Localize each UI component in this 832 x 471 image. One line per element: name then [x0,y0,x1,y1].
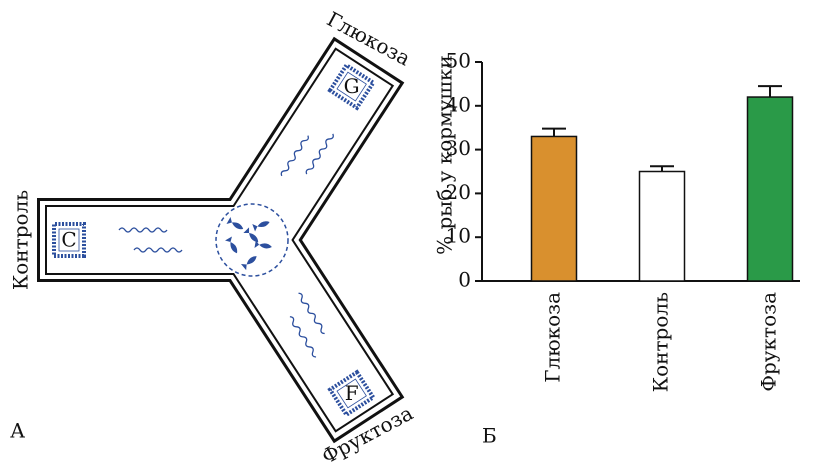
figure: GCF А Б Контроль Глюкоза Фруктоза % рыб … [0,0,832,471]
panel-label: Б [482,424,497,448]
x-tick-label: Глюкоза [541,292,565,383]
panel-label: А [10,419,25,443]
bar [748,97,793,281]
y-maze: G C F [37,37,404,443]
y-tick-label: 10 [446,224,471,248]
y-tick-label: 40 [446,92,471,116]
feeder-letter: F [345,381,359,405]
feeder-letter: C [61,228,76,252]
y-tick-label: 20 [446,180,471,204]
y-tick-label: 50 [446,49,471,73]
maze-body: G C F [37,37,404,443]
x-tick-label: Контроль [649,292,673,392]
arm-label: Контроль [9,190,33,290]
y-tick-label: 0 [458,268,471,292]
x-tick-label: Фруктоза [757,292,781,392]
bar [640,172,685,282]
feeder-letter: G [344,74,360,98]
y-tick-label: 30 [446,136,471,160]
bar [532,136,577,281]
